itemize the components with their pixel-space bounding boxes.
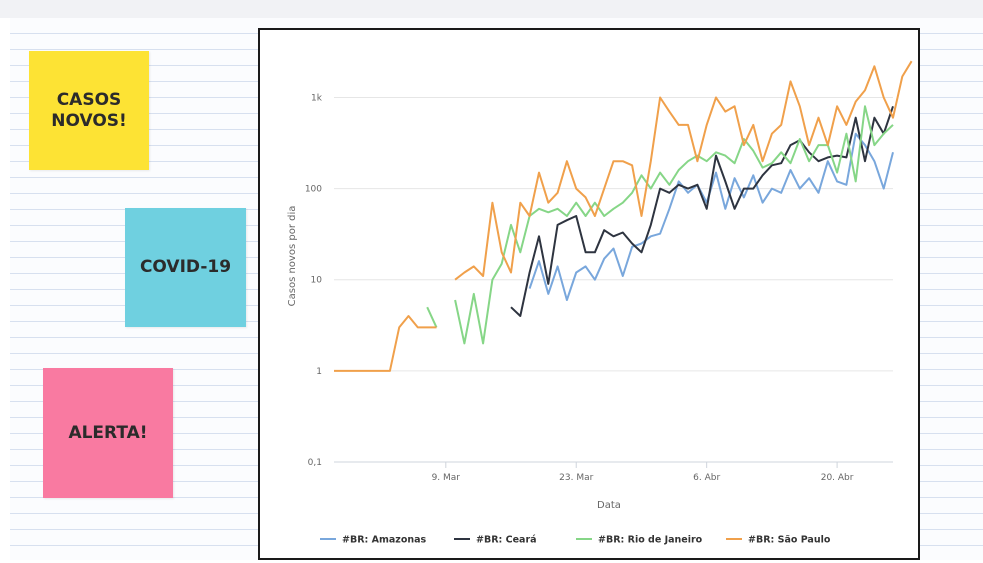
sticky-note-casos-novos: CASOS NOVOS! (29, 51, 149, 170)
x-tick-labels: 9. Mar 23. Mar 6. Abr 20. Abr (432, 473, 854, 483)
top-band (0, 0, 983, 18)
series--br-s-o-paulo (334, 60, 913, 372)
x-tick-label: 9. Mar (432, 473, 461, 483)
x-axis-label: Data (597, 500, 621, 511)
chart-svg: 0,1 1 10 100 1k 9. Mar 23. Mar 6. Abr 20. Abr C… (287, 60, 913, 546)
y-tick-label: 1 (316, 367, 322, 377)
series-line (454, 60, 913, 281)
series-line (454, 105, 894, 345)
chart-series (334, 60, 913, 372)
x-tick-label: 20. Abr (821, 473, 854, 483)
chart-frame: 0,1 1 10 100 1k 9. Mar 23. Mar 6. Abr 20. Abr C… (258, 28, 920, 560)
y-tick-labels: 0,1 1 10 100 1k (305, 93, 323, 468)
y-tick-label: 10 (311, 276, 323, 286)
series-line (510, 105, 894, 317)
series--br-rio-de-janeiro (426, 105, 894, 345)
chart-legend: #BR: Amazonas #BR: Ceará #BR: Rio de Janei… (320, 535, 831, 546)
series-line (426, 306, 438, 328)
legend-label: #BR: Rio de Janeiro (598, 535, 703, 546)
x-tick-label: 6. Abr (693, 473, 720, 483)
x-tick-label: 23. Mar (559, 473, 593, 483)
legend-label: #BR: Amazonas (342, 535, 427, 546)
series--br-amazonas (528, 132, 894, 301)
sticky-note-alerta: ALERTA! (43, 368, 173, 498)
series-line (334, 315, 437, 372)
y-axis-label: Casos novos por dia (287, 206, 298, 307)
y-tick-label: 100 (305, 185, 322, 195)
y-tick-label: 0,1 (308, 458, 322, 468)
y-tick-label: 1k (311, 93, 323, 103)
sticky-note-covid19: COVID-19 (125, 208, 246, 327)
legend-label: #BR: Ceará (476, 535, 537, 546)
series--br-cear- (510, 105, 894, 317)
legend-label: #BR: São Paulo (748, 535, 831, 546)
series-line (528, 132, 894, 301)
